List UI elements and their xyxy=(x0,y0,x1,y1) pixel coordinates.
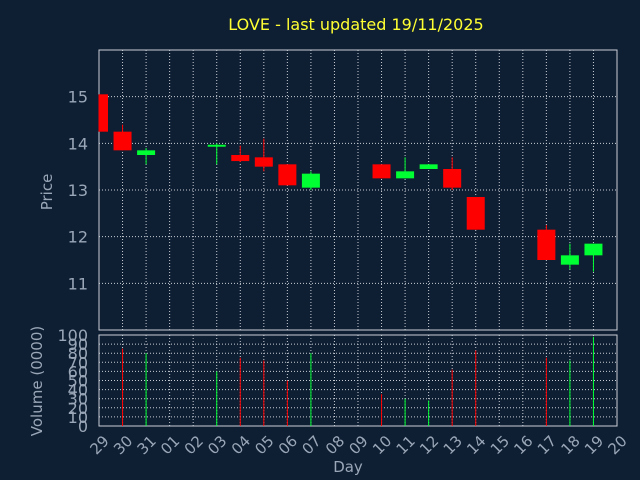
volume-tick-label: 80 xyxy=(68,344,88,363)
price-axis-label: Price xyxy=(38,174,56,211)
volume-tick-label: 100 xyxy=(57,326,88,345)
candle-body xyxy=(99,94,108,132)
x-tick-label: 06 xyxy=(275,432,301,458)
volume-tick-label: 90 xyxy=(68,335,88,354)
x-tick-label: 29 xyxy=(87,432,113,458)
x-tick-label: 15 xyxy=(487,432,513,458)
candle-body xyxy=(207,144,226,147)
candle-body xyxy=(372,164,391,179)
volume-tick-label: 40 xyxy=(68,381,88,400)
price-tick-label: 12 xyxy=(68,228,88,247)
candle-body xyxy=(278,164,297,186)
candle-body xyxy=(537,229,556,260)
x-tick-label: 13 xyxy=(440,432,466,458)
x-tick-label: 05 xyxy=(251,432,277,458)
candle-body xyxy=(254,157,273,167)
candle-body xyxy=(419,164,438,169)
volume-axis-label: Volume (0000) xyxy=(28,326,46,436)
volume-tick-label: 10 xyxy=(68,408,88,427)
candle-body xyxy=(231,155,250,162)
candle-body xyxy=(301,173,320,188)
price-tick-label: 15 xyxy=(68,88,88,107)
candle-body xyxy=(396,171,415,179)
candle-body xyxy=(584,243,603,256)
price-tick-label: 13 xyxy=(68,181,88,200)
x-tick-label: 16 xyxy=(510,432,536,458)
x-tick-label: 07 xyxy=(298,432,324,458)
x-tick-label: 31 xyxy=(134,432,160,458)
candle-body xyxy=(137,150,156,155)
x-axis: 2930310102030405060708091011121314151617… xyxy=(87,432,631,458)
x-tick-label: 19 xyxy=(581,432,607,458)
price-tick-label: 14 xyxy=(68,134,88,153)
candle-body xyxy=(113,131,132,151)
chart-title: LOVE - last updated 19/11/2025 xyxy=(228,15,483,34)
x-tick-label: 04 xyxy=(228,432,254,458)
price-panel: 11 12 13 14 15 xyxy=(68,49,618,331)
volume-tick-label: 70 xyxy=(68,353,88,372)
x-axis-label: Day xyxy=(333,458,363,476)
volume-tick-label: 20 xyxy=(68,399,88,418)
x-tick-label: 08 xyxy=(322,432,348,458)
candle-body xyxy=(560,255,579,265)
volume-tick-label: 30 xyxy=(68,390,88,409)
volume-tick-label: 0 xyxy=(78,417,88,436)
x-tick-label: 01 xyxy=(157,432,183,458)
x-tick-label: 11 xyxy=(393,432,419,458)
x-tick-label: 09 xyxy=(346,432,372,458)
x-tick-label: 30 xyxy=(110,432,136,458)
x-tick-label: 10 xyxy=(369,432,395,458)
x-tick-label: 14 xyxy=(463,432,489,458)
x-tick-label: 20 xyxy=(605,432,631,458)
x-tick-label: 17 xyxy=(534,432,560,458)
x-tick-label: 03 xyxy=(204,432,230,458)
price-tick-label: 11 xyxy=(68,274,88,293)
volume-tick-label: 60 xyxy=(68,362,88,381)
candle-body xyxy=(466,197,485,230)
volume-tick-label: 50 xyxy=(68,372,88,391)
x-tick-label: 02 xyxy=(181,432,207,458)
x-tick-label: 18 xyxy=(557,432,583,458)
x-tick-label: 12 xyxy=(416,432,442,458)
candle-body xyxy=(443,169,462,188)
